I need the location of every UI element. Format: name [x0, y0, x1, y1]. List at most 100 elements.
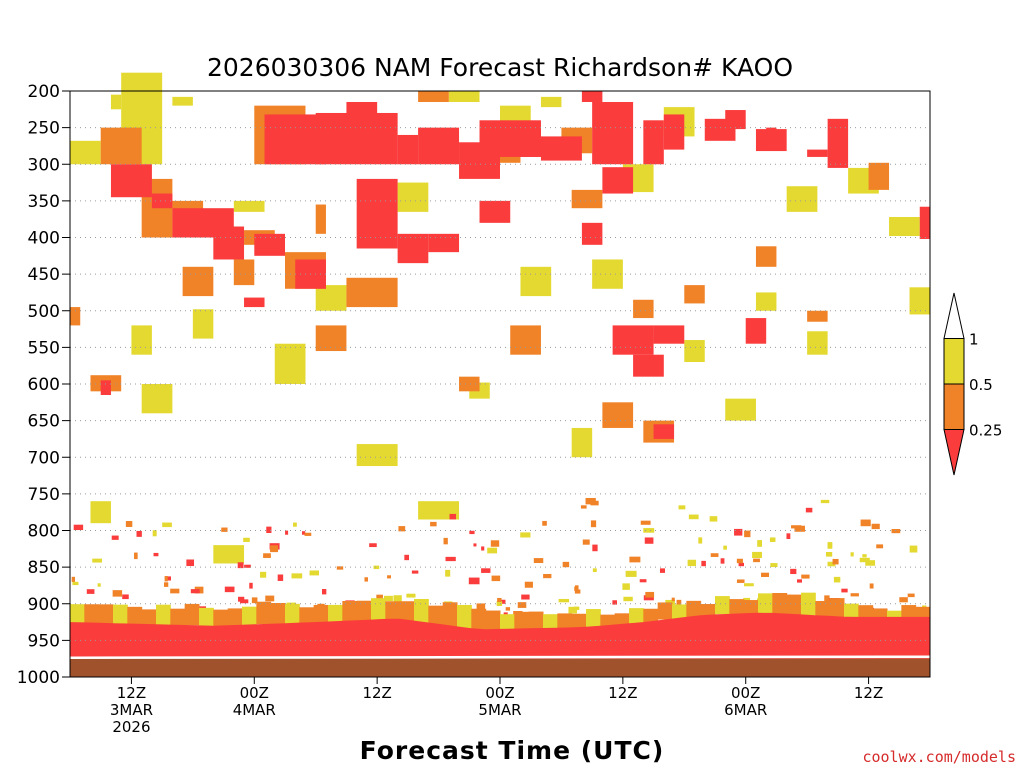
ground-fill	[70, 658, 930, 677]
legend-label: 1	[969, 331, 979, 349]
speckle-cell	[710, 553, 719, 557]
xtick-label: 12Z	[117, 684, 146, 702]
speckle-cell	[221, 527, 228, 532]
speckle-cell	[125, 521, 133, 527]
bl-upper-cell	[270, 603, 286, 626]
ri-cell-yellow	[571, 427, 593, 458]
ri-cell-yellow	[909, 287, 930, 315]
speckle-cell	[134, 552, 138, 560]
bl-upper-cell	[772, 593, 788, 617]
speckle-cell	[769, 537, 776, 542]
ri-cell-red	[540, 136, 582, 161]
speckle-cell	[790, 568, 797, 575]
speckle-cell	[753, 558, 760, 563]
bl-upper-cell	[514, 611, 530, 630]
ri-cell-red	[520, 133, 541, 157]
speckle-cell	[850, 552, 854, 557]
ri-cell-red	[643, 120, 664, 165]
speckle-cell	[643, 595, 654, 601]
ytick-label-750: 750	[28, 485, 60, 505]
legend-label: 0.5	[969, 376, 993, 394]
speckle-cell	[398, 526, 406, 532]
speckle-cell	[891, 529, 901, 534]
speckle-cell	[592, 544, 598, 552]
speckle-cell	[469, 530, 475, 535]
speckle-cell	[71, 576, 76, 583]
speckle-cell	[270, 545, 279, 553]
speckle-cell	[86, 589, 95, 594]
speckle-cell	[543, 573, 552, 579]
legend-bin-yellow	[943, 338, 965, 385]
speckle-cell	[786, 533, 791, 540]
ri-cell-yellow	[213, 545, 245, 564]
ri-cell-red	[418, 127, 460, 165]
boundary-layer	[70, 592, 931, 659]
ri-cell-yellow	[684, 340, 705, 363]
ri-cell-orange	[633, 299, 654, 319]
ri-cell-red	[919, 206, 930, 239]
speckle-cell	[164, 576, 168, 582]
surface-line	[69, 655, 931, 659]
speckle-cell	[744, 530, 751, 538]
speckle-cell	[240, 599, 249, 604]
speckle-cell	[801, 574, 810, 579]
speckle-cell	[170, 588, 180, 594]
ytick-label-400: 400	[28, 229, 60, 249]
speckle-cell	[249, 582, 253, 589]
ri-cell-yellow	[807, 331, 828, 355]
speckle-cell	[752, 551, 762, 558]
bl-upper-cell	[127, 606, 143, 627]
xtick-label: 4MAR	[233, 701, 276, 719]
ri-cell-orange	[571, 189, 603, 209]
speckle-cell	[833, 576, 841, 583]
ri-cell-red	[151, 193, 173, 209]
bl-upper-cell	[543, 614, 558, 633]
ri-cell-yellow	[274, 343, 306, 384]
speckle-cell	[709, 516, 718, 522]
bl-upper-cell	[457, 604, 472, 630]
speckle-cell	[568, 606, 577, 614]
ri-cell-red	[346, 101, 378, 121]
ri-cell-red	[653, 424, 675, 439]
bl-upper-cell	[170, 608, 186, 630]
speckle-cell	[487, 547, 498, 554]
bl-upper-cell	[70, 604, 85, 623]
bl-upper-cell	[786, 594, 802, 619]
x-axis-title: Forecast Time (UTC)	[360, 736, 665, 765]
speckle-cell	[625, 570, 637, 577]
speckle-cell	[291, 573, 303, 579]
speckle-cell	[406, 593, 416, 598]
speckle-cell	[237, 562, 244, 569]
speckle-cell	[585, 497, 596, 505]
bl-upper-cell	[586, 609, 601, 627]
speckle-cell	[841, 588, 848, 593]
bl-upper-cell	[915, 606, 931, 620]
xtick-label: 12Z	[854, 684, 883, 702]
speckle-cell	[153, 552, 159, 557]
ri-cell-red	[356, 178, 398, 249]
bl-upper-cell	[414, 598, 429, 624]
speckle-cell	[644, 537, 654, 544]
speckle-cell	[445, 556, 456, 562]
speckle-cell	[476, 603, 486, 611]
speckle-cell	[301, 531, 306, 535]
speckle-cell	[562, 561, 570, 568]
bl-upper-cell	[199, 607, 214, 631]
ri-cell-yellow	[172, 96, 193, 106]
speckle-cell	[369, 543, 377, 548]
speckle-cell	[639, 579, 647, 583]
speckle-cell	[430, 521, 437, 527]
bl-upper-cell	[84, 604, 100, 624]
speckle-cell	[309, 570, 319, 576]
ri-cell-orange	[684, 285, 705, 304]
ri-cell-yellow	[592, 259, 623, 289]
ri-cell-red	[397, 134, 419, 165]
ri-cell-red	[315, 112, 398, 165]
bl-upper-cell	[901, 605, 917, 619]
speckle-cell	[445, 569, 451, 577]
speckle-cell	[580, 505, 587, 509]
speckle-cell	[573, 606, 580, 611]
bl-upper-cell	[715, 596, 730, 615]
speckle-cell	[112, 590, 123, 597]
